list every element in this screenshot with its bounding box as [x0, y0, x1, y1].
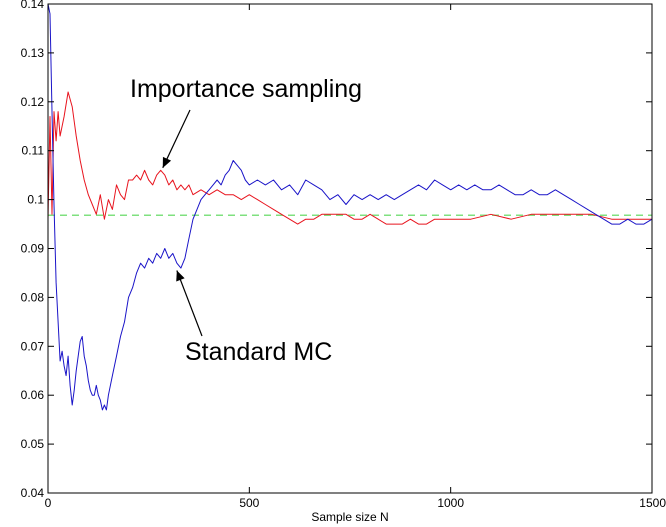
y-tick-label: 0.1 [27, 193, 44, 207]
y-tick-label: 0.09 [21, 242, 45, 256]
series-line-0 [47, 91, 652, 225]
x-axis-label: Sample size N [311, 510, 388, 524]
y-tick-label: 0.07 [21, 339, 45, 353]
y-tick-label: 0.05 [21, 437, 45, 451]
annotation-arrow-line [162, 109, 191, 169]
x-tick-label: 1000 [437, 496, 464, 510]
annotation-label: Standard MC [185, 338, 332, 366]
y-tick-label: 0.14 [21, 0, 45, 11]
x-tick-label: 500 [239, 496, 259, 510]
y-tick-label: 0.13 [21, 46, 45, 60]
y-tick-label: 0.06 [21, 388, 45, 402]
series-line-1 [47, 3, 653, 411]
x-tick-label: 0 [45, 496, 52, 510]
annotation-label: Importance sampling [130, 75, 362, 103]
annotation-arrowhead [162, 156, 172, 168]
y-tick-label: 0.11 [22, 144, 45, 158]
annotation-arrowhead [176, 270, 185, 282]
y-tick-label: 0.04 [21, 486, 45, 500]
annotation-arrow-line [176, 270, 203, 337]
y-tick-label: 0.12 [21, 95, 45, 109]
y-tick-label: 0.08 [21, 290, 45, 304]
x-tick-label: 1500 [639, 496, 666, 510]
